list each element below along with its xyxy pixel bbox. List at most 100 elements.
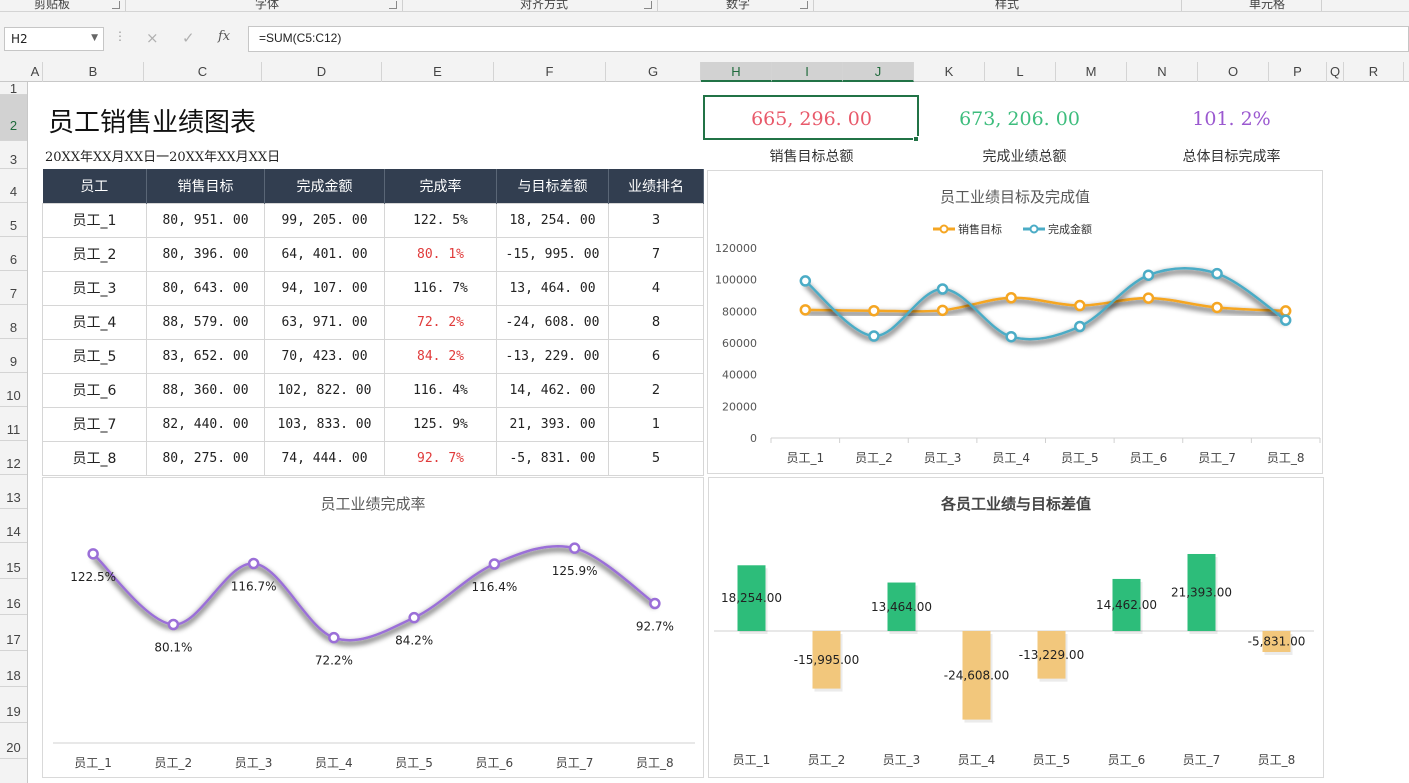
series-line[interactable] — [805, 296, 1286, 313]
column-header-q[interactable]: Q — [1327, 62, 1344, 82]
data-point[interactable] — [408, 611, 420, 624]
rate-line[interactable] — [92, 544, 656, 642]
data-point[interactable] — [1005, 330, 1017, 343]
report-date-range[interactable]: 20XX年XX月XX日一20XX年XX月XX日 — [45, 150, 281, 165]
row-header-8[interactable]: 8 — [0, 305, 27, 339]
data-point[interactable] — [1279, 314, 1292, 326]
row-header-1[interactable]: 1 — [0, 82, 27, 95]
table-cell-name[interactable]: 员工_8 — [42, 440, 147, 476]
bar[interactable] — [887, 582, 916, 631]
diff-chart[interactable]: 各员工业绩与目标差值 18,254.00 -15,995.00 13,464.00 -… — [708, 477, 1324, 778]
table-cell-diff[interactable]: 13, 464. 00 — [496, 270, 609, 306]
chevron-down-icon[interactable]: ▼ — [91, 33, 98, 43]
column-header-l[interactable]: L — [985, 62, 1056, 82]
more-options-icon[interactable]: ⋮ — [114, 29, 126, 43]
data-point[interactable] — [87, 548, 99, 560]
column-header-cell[interactable]: 销售目标 — [146, 169, 265, 203]
column-header-h[interactable]: H — [701, 62, 772, 82]
name-box[interactable]: H2 ▼ — [4, 27, 104, 51]
data-point[interactable] — [1211, 267, 1223, 280]
table-cell-rate[interactable]: 116. 4% — [384, 372, 497, 408]
table-cell-diff[interactable]: 14, 462. 00 — [496, 372, 609, 408]
column-header-cell[interactable]: 与目标差额 — [496, 169, 609, 203]
row-header-11[interactable]: 11 — [0, 407, 27, 441]
data-point[interactable] — [799, 304, 812, 316]
row-header-5[interactable]: 5 — [0, 203, 27, 237]
table-cell-name[interactable]: 员工_1 — [42, 202, 147, 238]
row-header-13[interactable]: 13 — [0, 475, 27, 509]
table-cell-diff[interactable]: 21, 393. 00 — [496, 406, 609, 442]
column-header-j[interactable]: J — [843, 62, 914, 82]
row-header-7[interactable]: 7 — [0, 271, 27, 305]
data-point[interactable] — [568, 542, 581, 554]
bar[interactable] — [962, 631, 991, 720]
table-cell-done[interactable]: 63, 971. 00 — [264, 304, 385, 340]
table-cell-name[interactable]: 员工_5 — [42, 338, 147, 374]
row-header-17[interactable]: 17 — [0, 615, 27, 651]
table-cell-target[interactable]: 80, 396. 00 — [146, 236, 265, 272]
table-cell-done[interactable]: 99, 205. 00 — [264, 202, 385, 238]
column-header-f[interactable]: F — [494, 62, 606, 82]
column-header-p[interactable]: P — [1269, 62, 1327, 82]
bar[interactable] — [812, 631, 841, 689]
table-cell-done[interactable]: 64, 401. 00 — [264, 236, 385, 272]
row-header-15[interactable]: 15 — [0, 543, 27, 579]
column-header-k[interactable]: K — [914, 62, 985, 82]
enter-icon[interactable]: ✓ — [182, 29, 195, 47]
table-cell-rate[interactable]: 125. 9% — [384, 406, 497, 442]
column-header-m[interactable]: M — [1056, 62, 1127, 82]
kpi-rate-label[interactable]: 总体目标完成率 — [1182, 149, 1281, 165]
column-header-o[interactable]: O — [1198, 62, 1269, 82]
column-header-a[interactable]: A — [28, 62, 43, 82]
table-cell-target[interactable]: 80, 951. 00 — [146, 202, 265, 238]
table-cell-rate[interactable]: 80. 1% — [384, 236, 497, 272]
table-cell-done[interactable]: 94, 107. 00 — [264, 270, 385, 306]
table-cell-target[interactable]: 82, 440. 00 — [146, 406, 265, 442]
row-header-14[interactable]: 14 — [0, 509, 27, 543]
column-header-c[interactable]: C — [144, 62, 262, 82]
data-point[interactable] — [799, 275, 812, 287]
data-point[interactable] — [936, 304, 949, 317]
data-point[interactable] — [868, 304, 880, 317]
table-cell-done[interactable]: 70, 423. 00 — [264, 338, 385, 374]
column-header-cell[interactable]: 完成金额 — [264, 169, 385, 203]
column-header-cell[interactable]: 员工 — [42, 169, 147, 203]
data-point[interactable] — [247, 557, 260, 570]
row-header-4[interactable]: 4 — [0, 169, 27, 203]
kpi-rate-total[interactable]: 101. 2% — [1192, 108, 1271, 130]
data-point[interactable] — [1074, 320, 1086, 333]
cancel-icon[interactable]: × — [146, 29, 159, 47]
kpi-target-total[interactable]: 665, 296. 00 — [751, 108, 872, 130]
column-header-cell[interactable]: 完成率 — [384, 169, 497, 203]
column-header-cell[interactable]: 业绩排名 — [608, 169, 704, 203]
bar[interactable] — [1187, 553, 1216, 631]
target-vs-done-chart[interactable]: 员工业绩目标及完成值 0 20000 40000 60000 80000 100000 12… — [707, 170, 1323, 474]
row-header-9[interactable]: 9 — [0, 339, 27, 373]
table-cell-diff[interactable]: -24, 608. 00 — [496, 304, 609, 340]
data-point[interactable] — [936, 283, 949, 295]
table-cell-target[interactable]: 88, 360. 00 — [146, 372, 265, 408]
row-header-20[interactable]: 20 — [0, 723, 27, 759]
table-cell-name[interactable]: 员工_7 — [42, 406, 147, 442]
kpi-done-total[interactable]: 673, 206. 00 — [959, 108, 1080, 130]
table-cell-rank[interactable]: 2 — [608, 372, 704, 408]
row-header-3[interactable]: 3 — [0, 141, 27, 169]
table-cell-target[interactable]: 83, 652. 00 — [146, 338, 265, 374]
row-header-18[interactable]: 18 — [0, 651, 27, 687]
table-cell-diff[interactable]: 18, 254. 00 — [496, 202, 609, 238]
table-cell-diff[interactable]: -13, 229. 00 — [496, 338, 609, 374]
row-header-2[interactable]: 2 — [0, 95, 27, 141]
column-header-g[interactable]: G — [606, 62, 701, 82]
completion-rate-chart[interactable]: 员工业绩完成率 员工_1 员工_2 员工_3 员工_4 员工_5 员工_6 员工_7 员工_8… — [42, 477, 704, 778]
data-point[interactable] — [649, 597, 661, 610]
table-cell-name[interactable]: 员工_3 — [42, 270, 147, 306]
bar[interactable] — [1262, 631, 1291, 652]
column-header-b[interactable]: B — [43, 62, 144, 82]
kpi-done-label[interactable]: 完成业绩总额 — [982, 149, 1067, 165]
data-point[interactable] — [1074, 299, 1086, 312]
legend-label[interactable]: 销售目标 — [958, 222, 1002, 236]
kpi-target-label[interactable]: 销售目标总额 — [769, 149, 854, 165]
data-point[interactable] — [1005, 291, 1017, 304]
data-point[interactable] — [488, 558, 501, 570]
table-cell-target[interactable]: 80, 275. 00 — [146, 440, 265, 476]
